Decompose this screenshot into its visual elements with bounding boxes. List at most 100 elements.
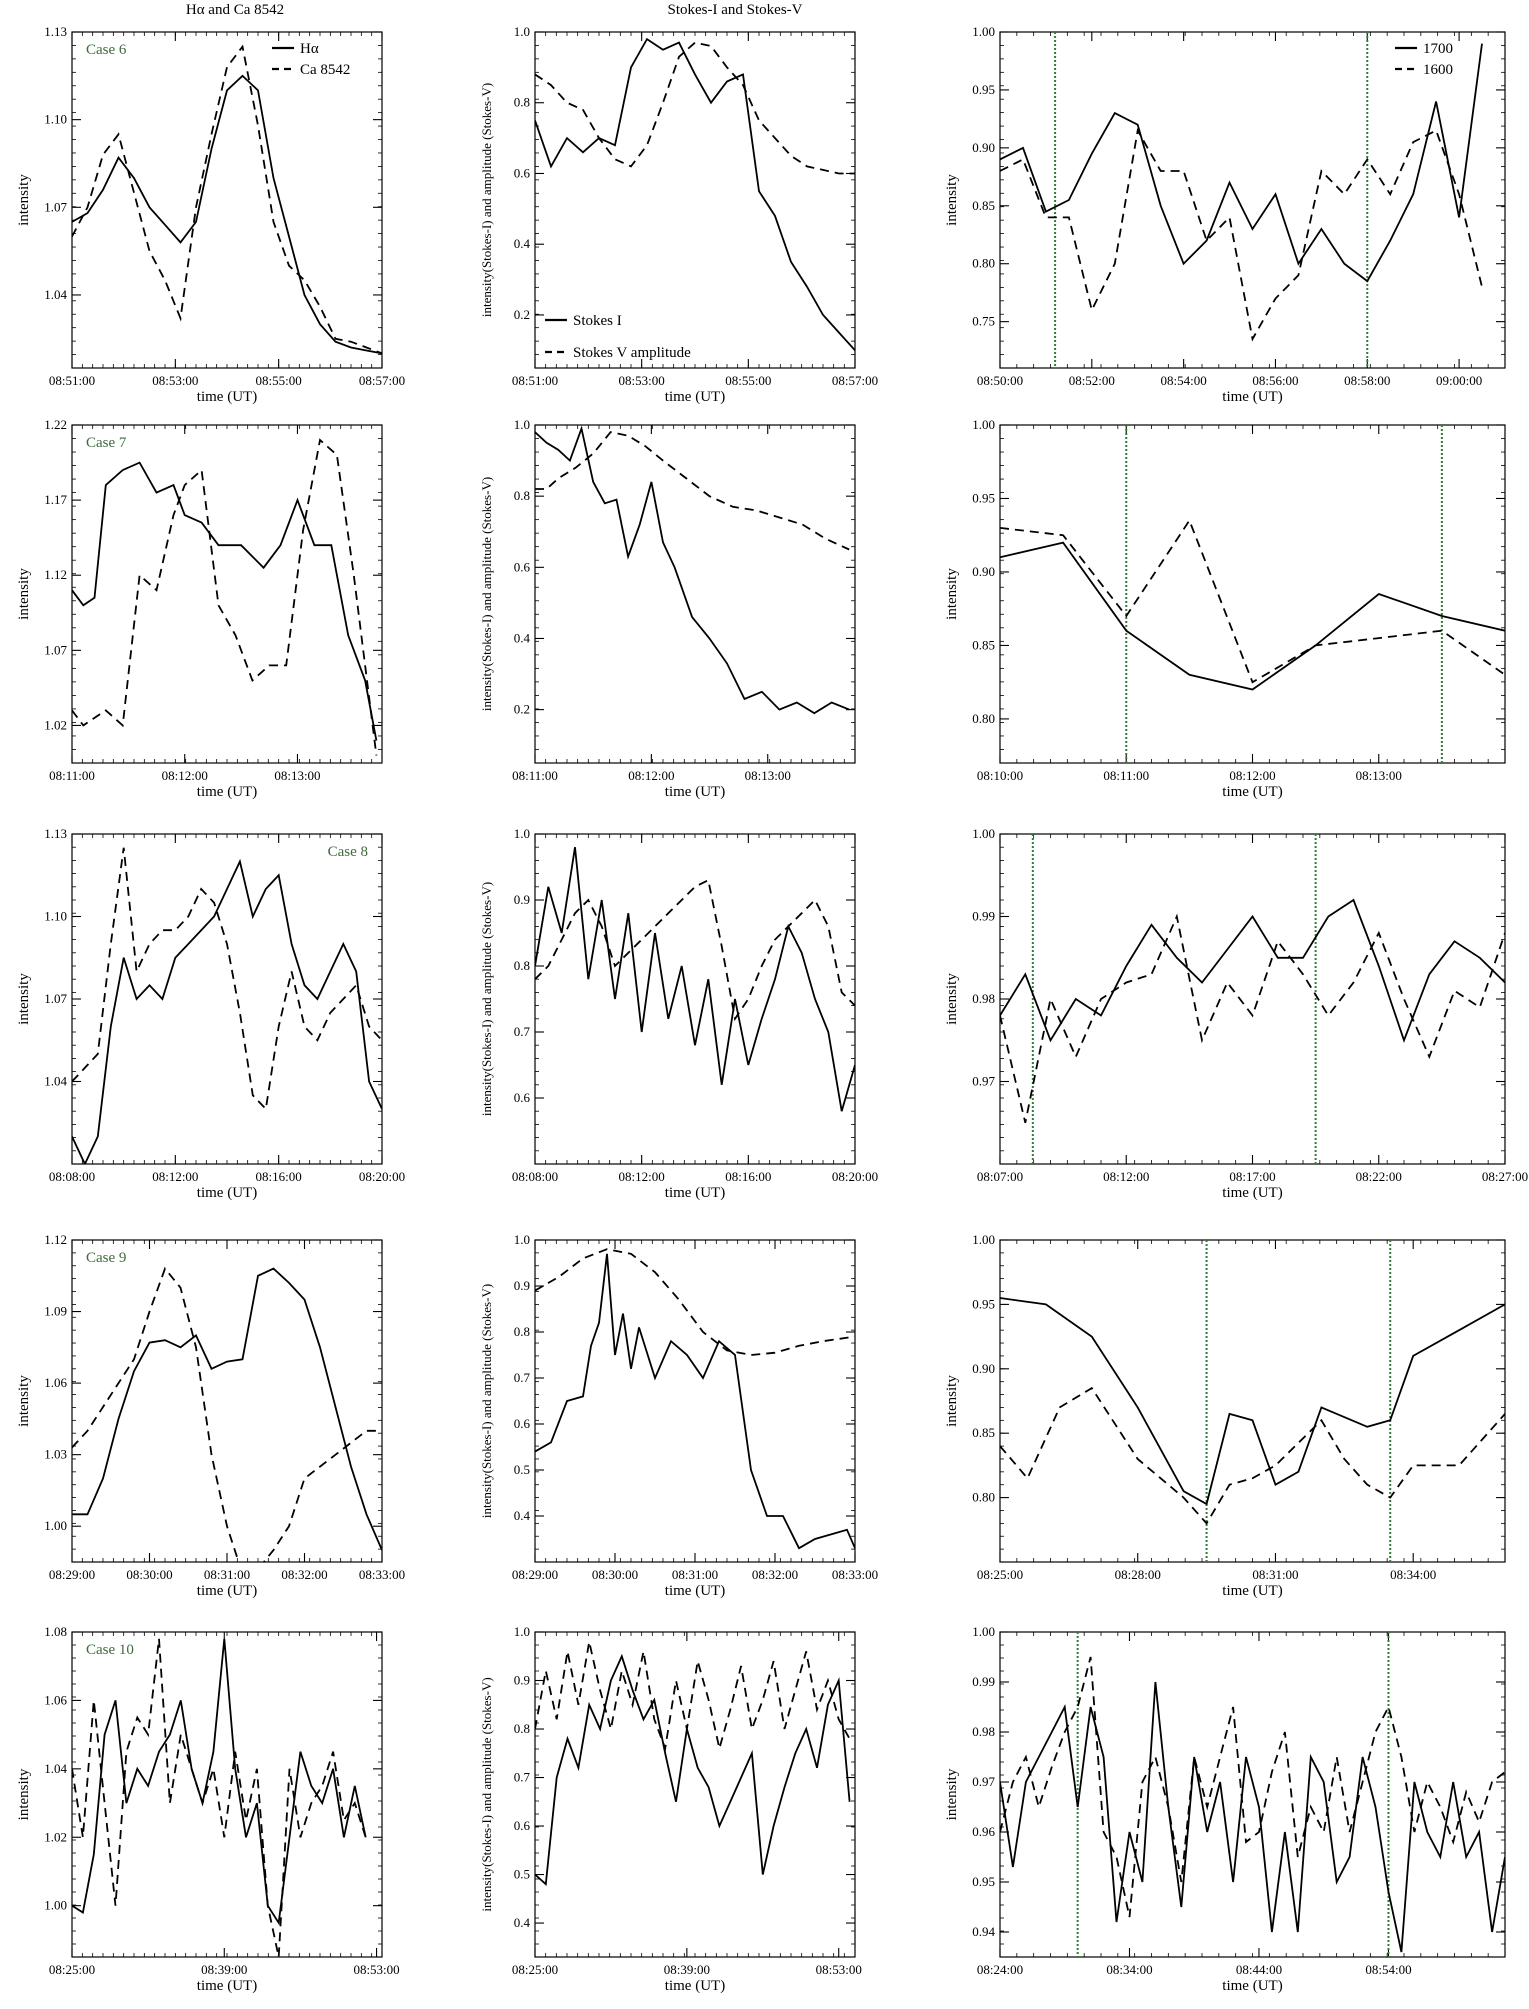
series-line-1600 [1000,913,1505,1124]
series-line-1700 [1000,898,1505,1043]
y-tick-label: 1.0 [514,417,530,432]
y-tick-label: 1.00 [44,1518,67,1533]
chart-panel-r0-c1: 08:51:00 08:53:00 08:55:00 08:57:00 0.2 0.4 0.… [479,24,878,405]
series-line-ca-8542 [72,847,382,1111]
chart-panel-r3-c2: 08:25:00 08:28:00 08:31:00 08:34:00 0.80 0.85… [944,1232,1506,1599]
x-axis-label: time (UT) [1222,1185,1282,1201]
y-tick-label: 0.85 [972,1425,995,1440]
x-tick-label: 08:25:00 [977,1567,1023,1582]
y-tick-label: 0.94 [972,1924,995,1939]
x-tick-label: 08:44:00 [1236,1962,1282,1977]
y-tick-label: 0.90 [972,564,995,579]
y-axis-label: intensity [944,973,960,1025]
x-tick-label: 08:30:00 [592,1567,638,1582]
chart-panel-r2-c1: 08:08:00 08:12:00 08:16:00 08:20:00 0.6 0.7 0.… [479,826,878,1201]
y-tick-label: 0.90 [972,140,995,155]
y-tick-label: 1.0 [514,826,530,841]
x-tick-label: 08:29:00 [512,1567,558,1582]
y-axis-label: intensity [16,1768,32,1820]
x-tick-label: 08:55:00 [256,373,302,388]
y-tick-label: 1.00 [44,1898,67,1913]
y-tick-label: 1.09 [44,1304,67,1319]
series-line-ca-8542 [72,44,382,355]
x-tick-label: 08:12:00 [628,768,674,783]
y-tick-label: 0.6 [514,1416,531,1431]
series-line-1700 [1000,43,1483,283]
y-tick-label: 1.00 [972,417,995,432]
legend-entry: Stokes I [573,313,622,329]
x-tick-label: 08:07:00 [977,1169,1023,1184]
x-tick-label: 08:54:00 [1365,1962,1411,1977]
x-axis-label: time (UT) [197,1185,257,1201]
series-line-stokes-v-amplitude [535,1248,855,1356]
plot-frame [71,1239,383,1563]
series-line-1600 [1000,1656,1505,1918]
y-tick-label: 1.10 [44,909,67,924]
y-tick-label: 0.8 [514,1721,530,1736]
y-tick-label: 0.8 [514,488,530,503]
y-tick-label: 1.02 [44,717,67,732]
column-title-halpha-ca: Hα and Ca 8542 [185,2,285,18]
chart-panel-r4-c1: 08:25:00 08:39:00 08:53:00 0.4 0.5 0.6 0.7 0.8 0… [479,1624,862,1994]
y-tick-label: 0.4 [514,1508,531,1523]
chart-panel-r4-c2: 08:24:00 08:34:00 08:44:00 08:54:00 0.94 0.95… [944,1624,1506,1994]
series-line-stokes-v-amplitude [535,431,850,551]
y-tick-label: 1.02 [44,1829,67,1844]
y-tick-label: 0.97 [972,1074,995,1089]
x-axis-label: time (UT) [665,1583,725,1599]
x-tick-label: 08:39:00 [664,1962,710,1977]
y-tick-label: 1.10 [44,112,67,127]
y-tick-label: 1.04 [44,1761,67,1776]
x-tick-label: 08:17:00 [1229,1169,1275,1184]
x-tick-label: 08:53:00 [353,1962,399,1977]
y-tick-label: 1.07 [44,991,67,1006]
x-tick-label: 08:58:00 [1344,373,1390,388]
x-tick-label: 08:11:00 [49,768,95,783]
y-tick-label: 0.2 [514,307,530,322]
x-axis-label: time (UT) [665,784,725,800]
y-tick-label: 0.80 [972,256,995,271]
x-tick-label: 08:32:00 [752,1567,798,1582]
chart-panel-r1-c2: 08:10:00 08:11:00 08:12:00 08:13:00 0.80 0.85… [944,417,1506,800]
x-axis-label: time (UT) [665,1978,725,1994]
y-tick-label: 1.13 [44,826,67,841]
plot-frame [534,1239,856,1563]
x-tick-label: 08:53:00 [816,1962,862,1977]
x-tick-label: 08:13:00 [745,768,791,783]
y-tick-label: 1.07 [44,642,67,657]
y-axis-label: intensity(Stokes-I) and amplitude (Stoke… [479,882,494,1116]
series-line-1600 [1000,127,1483,342]
y-tick-label: 1.07 [44,199,67,214]
x-tick-label: 08:28:00 [1115,1567,1161,1582]
y-axis-label: intensity(Stokes-I) and amplitude (Stoke… [479,1284,494,1518]
x-tick-label: 08:30:00 [126,1567,172,1582]
x-tick-label: 08:11:00 [1103,768,1149,783]
x-tick-label: 08:51:00 [49,373,95,388]
x-tick-label: 08:12:00 [162,768,208,783]
x-tick-label: 08:12:00 [619,1169,665,1184]
y-tick-label: 0.8 [514,958,530,973]
series-line-h- [72,1267,382,1551]
x-axis-label: time (UT) [665,389,725,405]
series-line-h- [72,1638,367,1926]
y-tick-label: 0.85 [972,198,995,213]
y-tick-label: 1.08 [44,1624,67,1639]
x-tick-label: 08:52:00 [1069,373,1115,388]
y-tick-label: 1.12 [44,1232,67,1247]
y-tick-label: 0.95 [972,1874,995,1889]
chart-panel-r1-c0: 08:11:00 08:12:00 08:13:00 1.02 1.07 1.12 1.17… [16,417,383,800]
x-axis-label: time (UT) [197,1583,257,1599]
x-tick-label: 08:16:00 [256,1169,302,1184]
y-tick-label: 0.80 [972,711,995,726]
y-tick-label: 1.06 [44,1692,67,1707]
x-tick-label: 08:25:00 [512,1962,558,1977]
x-tick-label: 08:13:00 [274,768,320,783]
y-tick-label: 1.0 [514,1624,530,1639]
y-tick-label: 0.7 [514,1370,531,1385]
y-tick-label: 0.9 [514,892,530,907]
column-title-stokes: Stokes-I and Stokes-V [667,2,803,18]
y-axis-label: intensity [16,174,32,226]
y-axis-label: intensity(Stokes-I) and amplitude (Stoke… [479,1677,494,1911]
series-line-h- [72,461,378,741]
